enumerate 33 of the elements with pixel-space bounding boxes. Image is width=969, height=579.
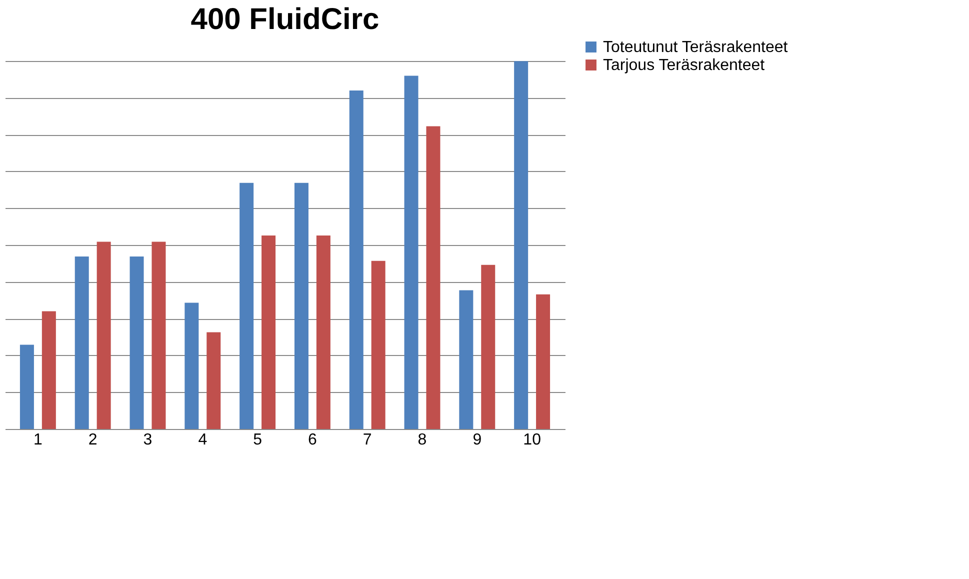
bar (20, 344, 34, 429)
chart-title: 400 FluidCirc (190, 3, 380, 36)
bar (514, 61, 528, 429)
x-tick-label: 1 (33, 432, 42, 448)
bar (481, 264, 496, 429)
x-tick-label: 7 (362, 432, 372, 448)
bar (74, 256, 89, 429)
x-tick-label: 4 (198, 432, 208, 448)
bar (316, 235, 330, 429)
bar (294, 182, 308, 429)
bar (240, 182, 254, 429)
bar (152, 242, 166, 429)
bar (206, 332, 221, 429)
bar (130, 256, 144, 429)
x-tick-label: 6 (308, 432, 317, 448)
x-tick-label: 3 (143, 432, 152, 448)
x-tick-label: 5 (253, 432, 262, 448)
bar (262, 235, 276, 429)
x-tick-label: 8 (418, 432, 427, 448)
x-tick-label: 10 (523, 432, 542, 448)
bar (404, 76, 418, 429)
bar (96, 242, 111, 429)
bar (184, 302, 199, 429)
bar (459, 290, 474, 429)
legend-label: Toteutunut Teräsrakenteet (603, 39, 788, 56)
legend-label: Tarjous Teräsrakenteet (603, 57, 766, 74)
x-tick-label: 9 (472, 432, 482, 448)
bar (349, 90, 364, 429)
bar (42, 311, 56, 429)
bar (536, 294, 550, 429)
x-tick-label: 2 (88, 432, 98, 448)
bar (426, 126, 440, 429)
bar (371, 260, 386, 429)
